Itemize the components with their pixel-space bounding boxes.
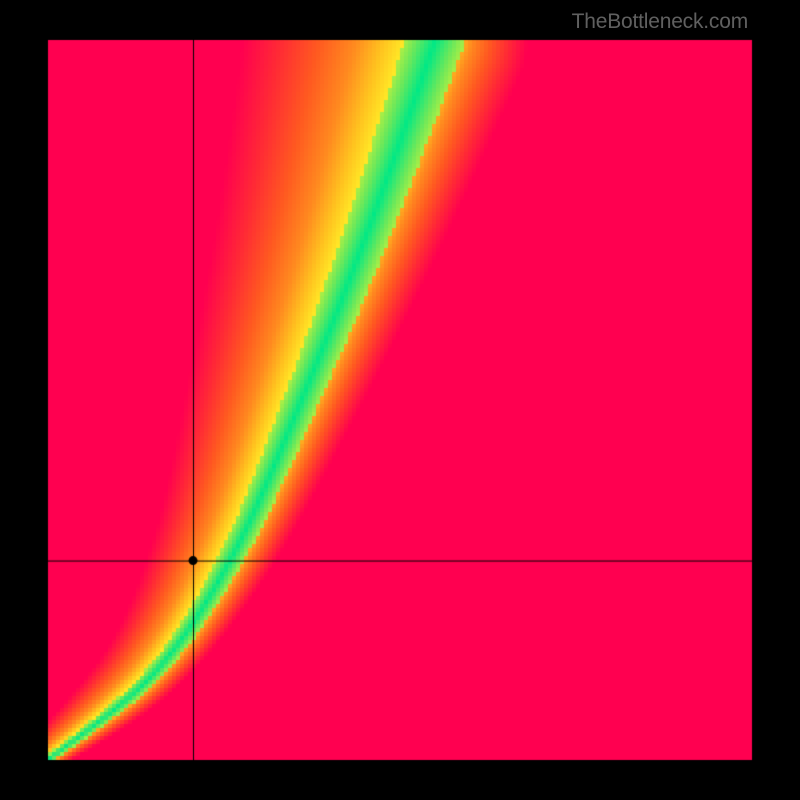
bottleneck-heatmap [0,0,800,800]
watermark-text: TheBottleneck.com [572,10,748,34]
